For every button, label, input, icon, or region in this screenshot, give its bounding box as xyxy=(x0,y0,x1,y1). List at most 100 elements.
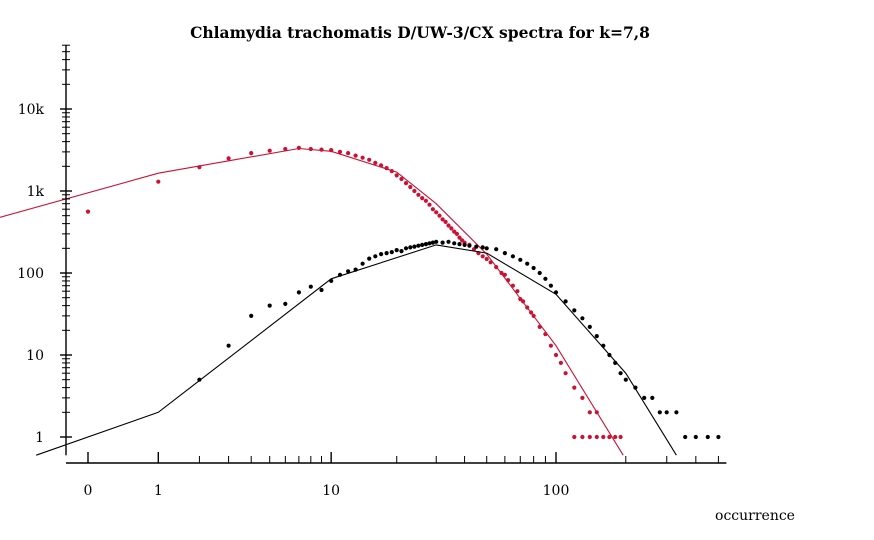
data-point xyxy=(337,272,343,277)
data-point xyxy=(553,290,559,295)
data-point xyxy=(384,251,389,256)
data-point xyxy=(510,254,515,259)
data-point xyxy=(434,239,439,244)
x-tick-label: 1 xyxy=(154,483,163,499)
data-point xyxy=(452,241,457,246)
data-point xyxy=(156,179,161,184)
data-point xyxy=(572,385,577,390)
data-point xyxy=(515,289,520,294)
data-point xyxy=(607,352,612,358)
data-point xyxy=(446,239,451,244)
data-point xyxy=(494,265,499,270)
data-point xyxy=(437,213,442,218)
data-point xyxy=(420,242,425,247)
data-point xyxy=(657,410,662,415)
data-point xyxy=(506,278,511,283)
data-point xyxy=(367,157,372,162)
data-point xyxy=(693,434,698,440)
data-point xyxy=(379,252,384,257)
data-point xyxy=(529,310,534,315)
data-point xyxy=(525,261,530,266)
data-point xyxy=(457,235,462,240)
data-point xyxy=(580,434,585,440)
data-point xyxy=(587,324,592,329)
data-point xyxy=(494,247,499,252)
data-point xyxy=(373,160,378,165)
series-2 xyxy=(36,239,721,456)
data-point xyxy=(553,352,559,358)
data-point xyxy=(423,242,428,247)
data-point xyxy=(488,260,493,265)
data-point xyxy=(548,283,554,288)
data-point xyxy=(430,207,435,212)
data-point xyxy=(580,395,585,400)
data-point xyxy=(518,257,523,262)
data-point xyxy=(394,173,399,178)
data-point xyxy=(408,245,413,250)
data-point xyxy=(480,245,485,250)
data-point xyxy=(197,165,202,170)
data-point xyxy=(423,198,428,203)
data-point xyxy=(664,410,669,415)
chart-title: Chlamydia trachomatis D/UW-3/CX spectra … xyxy=(190,23,650,42)
data-point xyxy=(531,265,536,271)
data-point xyxy=(379,163,384,168)
data-point xyxy=(443,219,448,224)
data-point xyxy=(440,240,445,245)
data-point xyxy=(601,343,606,348)
data-point xyxy=(502,251,507,256)
data-point xyxy=(716,434,721,440)
data-point xyxy=(308,284,313,289)
x-tick-label: 100 xyxy=(543,483,570,499)
data-point xyxy=(543,276,548,281)
data-point xyxy=(580,316,585,321)
data-point xyxy=(633,385,638,390)
y-tick-label: 1 xyxy=(35,430,44,446)
data-point xyxy=(360,155,365,160)
data-point xyxy=(85,209,91,214)
y-tick-label: 1k xyxy=(27,184,45,200)
data-point xyxy=(572,308,577,313)
data-point xyxy=(467,243,472,248)
data-point xyxy=(563,371,568,376)
data-point xyxy=(613,434,618,440)
y-tick-label: 10 xyxy=(26,348,44,364)
x-tick-label: 0 xyxy=(84,483,93,499)
data-point xyxy=(427,202,432,207)
data-point xyxy=(283,146,288,152)
y-tick-label: 10k xyxy=(18,102,45,118)
data-point xyxy=(416,192,421,197)
data-point xyxy=(308,146,313,152)
data-point xyxy=(449,226,454,231)
data-point xyxy=(618,371,623,376)
data-point xyxy=(510,283,515,288)
data-point xyxy=(416,243,421,248)
data-point xyxy=(329,148,334,153)
data-point xyxy=(683,434,688,440)
data-point xyxy=(518,297,523,302)
data-point xyxy=(226,343,231,348)
data-point xyxy=(462,242,467,247)
data-point xyxy=(484,246,489,251)
data-point xyxy=(558,360,564,365)
data-point xyxy=(389,169,394,174)
data-point xyxy=(226,156,231,161)
data-point xyxy=(623,377,628,382)
data-point xyxy=(367,256,372,261)
data-point xyxy=(389,250,394,255)
data-point xyxy=(267,303,272,308)
data-point xyxy=(601,434,606,440)
data-point xyxy=(587,410,592,415)
data-point xyxy=(607,434,612,440)
data-point xyxy=(705,434,710,440)
data-point xyxy=(642,395,647,400)
data-point xyxy=(427,241,432,246)
data-point xyxy=(346,151,351,156)
fit-line-series-1 xyxy=(0,147,624,456)
data-point xyxy=(394,248,399,253)
data-point xyxy=(537,324,542,329)
data-point xyxy=(384,166,389,171)
data-point xyxy=(537,270,542,276)
data-point xyxy=(502,272,507,277)
data-point xyxy=(525,305,530,310)
